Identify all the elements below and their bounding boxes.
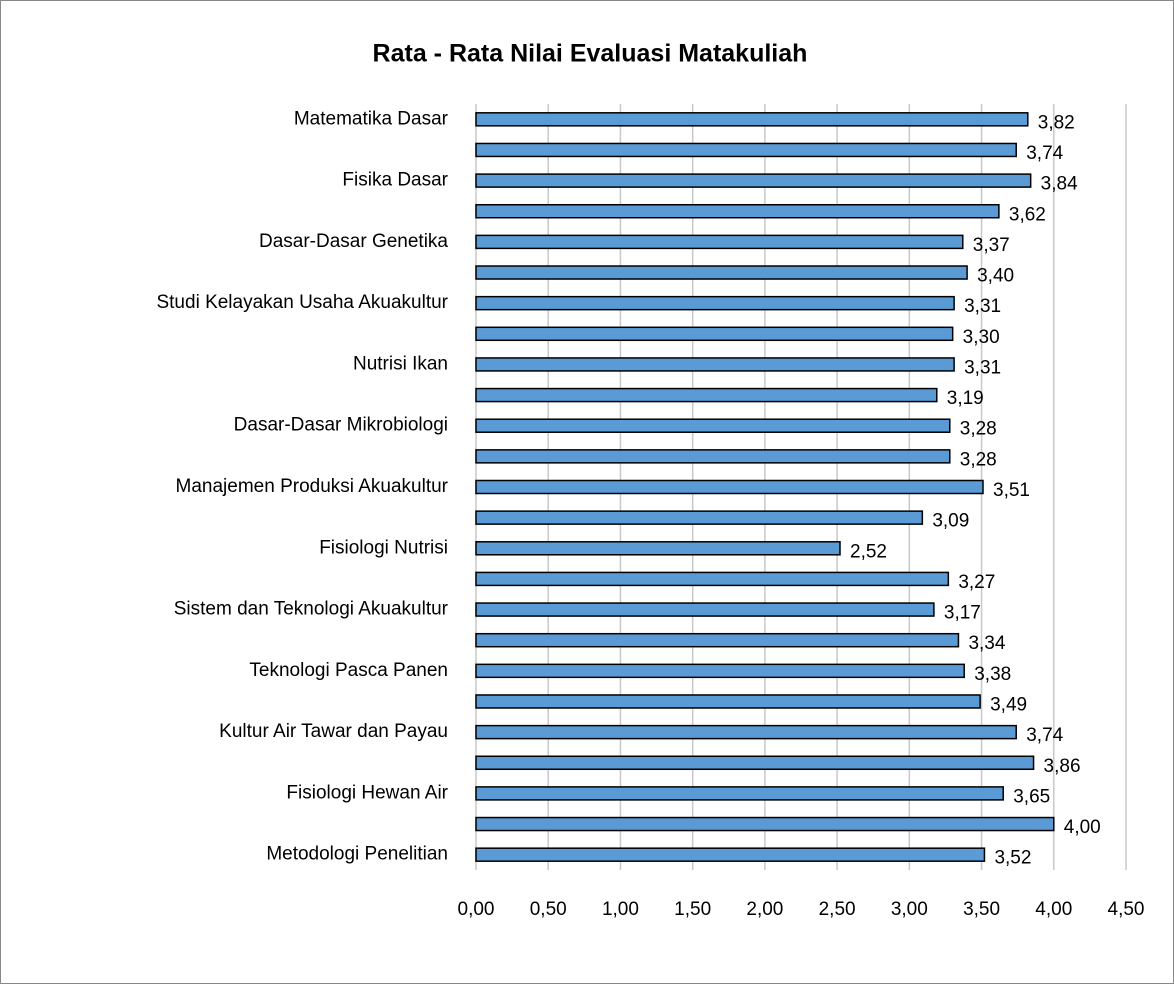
x-tick-label: 2,00	[746, 899, 783, 920]
data-label: 3,82	[1038, 112, 1075, 133]
data-label: 3,19	[947, 388, 984, 409]
data-label: 3,17	[944, 603, 981, 624]
data-label: 2,52	[850, 541, 887, 562]
bar	[475, 418, 951, 433]
bar	[475, 203, 1000, 219]
data-label: 3,27	[958, 572, 995, 593]
data-label: 3,31	[964, 357, 1001, 378]
bar	[475, 173, 1032, 188]
x-tick-label: 1,50	[674, 899, 711, 920]
bar	[475, 663, 965, 679]
data-label: 3,34	[968, 633, 1005, 654]
bar	[475, 847, 986, 862]
data-label: 4,00	[1064, 817, 1101, 838]
y-tick-label: Metodologi Penelitian	[266, 844, 448, 865]
bar	[475, 816, 1055, 832]
x-tick-label: 4,50	[1108, 899, 1145, 920]
bar	[475, 479, 984, 495]
data-label: 3,65	[1013, 786, 1050, 807]
data-label: 3,49	[990, 694, 1027, 715]
x-tick-label: 3,50	[963, 899, 1000, 920]
bar	[475, 602, 935, 617]
data-label: 3,28	[960, 449, 997, 470]
bar	[475, 265, 968, 280]
y-tick-label: Fisika Dasar	[342, 170, 448, 191]
x-tick-label: 1,00	[602, 899, 639, 920]
x-tick-label: 0,50	[530, 899, 567, 920]
y-tick-label: Dasar-Dasar Genetika	[259, 231, 448, 252]
x-tick-label: 0,00	[458, 899, 495, 920]
chart-title: Rata - Rata Nilai Evaluasi Matakuliah	[373, 40, 808, 68]
data-label: 3,74	[1026, 143, 1063, 164]
y-tick-label: Teknologi Pasca Panen	[249, 660, 448, 681]
bar	[475, 510, 924, 525]
data-label: 3,62	[1009, 204, 1046, 225]
y-tick-label: Dasar-Dasar Mikrobiologi	[234, 415, 448, 436]
y-tick-label: Matematika Dasar	[294, 108, 449, 129]
bar	[475, 694, 981, 709]
data-label: 3,31	[964, 296, 1001, 317]
x-tick-label: 2,50	[819, 899, 856, 920]
bar	[475, 112, 1029, 127]
data-label: 3,52	[994, 848, 1031, 869]
y-tick-label: Studi Kelayakan Usaha Akuakultur	[156, 292, 448, 313]
data-label: 3,37	[973, 235, 1010, 256]
bar	[475, 234, 964, 250]
bar	[475, 449, 951, 464]
y-tick-label: Kultur Air Tawar dan Payau	[219, 721, 448, 742]
data-label: 3,38	[974, 664, 1011, 685]
data-label: 3,28	[960, 419, 997, 440]
bar	[475, 541, 841, 556]
bar	[475, 724, 1017, 740]
y-tick-label: Fisiologi Nutrisi	[319, 537, 448, 558]
bar	[475, 326, 954, 342]
y-tick-label: Manajemen Produksi Akuakultur	[176, 476, 449, 497]
x-tick-label: 3,00	[891, 899, 928, 920]
data-label: 3,51	[993, 480, 1030, 501]
data-label: 3,86	[1044, 756, 1081, 777]
bar	[475, 632, 960, 648]
data-label: 3,09	[932, 511, 969, 532]
data-label: 3,30	[963, 327, 1000, 348]
y-tick-label: Nutrisi Ikan	[353, 353, 448, 374]
bar	[475, 295, 955, 311]
bar	[475, 755, 1035, 771]
y-tick-label: Sistem dan Teknologi Akuakultur	[174, 599, 449, 620]
data-label: 3,40	[977, 266, 1014, 287]
bar	[475, 571, 950, 587]
bar	[475, 357, 955, 372]
data-label: 3,74	[1026, 725, 1063, 746]
y-tick-label: Fisiologi Hewan Air	[286, 782, 448, 803]
bar	[475, 387, 938, 403]
bar	[475, 786, 1004, 801]
bar	[475, 142, 1017, 158]
x-tick-label: 4,00	[1035, 899, 1072, 920]
data-label: 3,84	[1041, 174, 1078, 195]
